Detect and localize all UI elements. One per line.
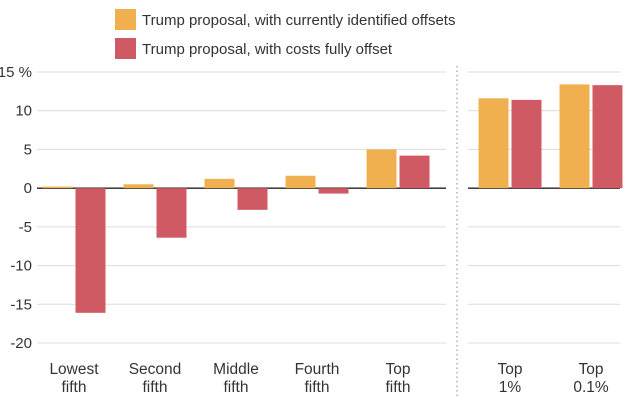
x-tick-label-line2: 1% — [499, 379, 522, 396]
bar-series2-cat5 — [399, 155, 430, 189]
y-tick-label: -5 — [19, 219, 32, 236]
x-tick-label-line2: 0.1% — [573, 379, 609, 396]
x-tick-label-line2: fifth — [305, 379, 330, 396]
y-tick-label: 5 — [24, 141, 32, 158]
x-tick-label-line2: fifth — [386, 379, 411, 396]
y-tick-label: -10 — [10, 258, 32, 275]
bars — [42, 84, 623, 313]
y-tick-label: -15 — [10, 296, 32, 313]
x-tick-label-line1: Middle — [213, 361, 259, 378]
x-tick-label-line2: fifth — [143, 379, 168, 396]
legend-label: Trump proposal, with currently identifie… — [142, 12, 455, 29]
x-axis: LowestfifthSecondfifthMiddlefifthFourthf… — [49, 361, 608, 396]
bar-series2-cat4 — [318, 188, 349, 194]
bar-series1-cat3 — [204, 178, 235, 189]
x-tick-label-line1: Second — [129, 361, 182, 378]
bar-series2-cat3 — [237, 188, 268, 210]
x-tick-label-line1: Lowest — [49, 361, 99, 378]
x-tick-label-line2: fifth — [62, 379, 87, 396]
y-tick-label: 15 % — [0, 64, 32, 81]
y-tick-label: 0 — [24, 180, 32, 197]
bar-series2-cat6 — [511, 99, 542, 189]
legend-label: Trump proposal, with costs fully offset — [142, 41, 393, 58]
bar-series1-cat1 — [42, 186, 73, 189]
legend: Trump proposal, with currently identifie… — [115, 9, 455, 59]
bar-series1-cat6 — [478, 98, 509, 189]
bar-series1-cat7 — [559, 84, 590, 189]
x-tick-label-line1: Top — [498, 361, 523, 378]
legend-swatch — [115, 9, 136, 30]
y-tick-label: 10 — [15, 103, 32, 120]
bar-series2-cat1 — [75, 188, 106, 313]
y-axis: 15 % 10 5 0 -5 -10 -15 -20 — [0, 64, 32, 352]
bar-series2-cat7 — [592, 85, 623, 189]
y-tick-label: -20 — [10, 335, 32, 352]
legend-swatch — [115, 38, 136, 59]
bar-series1-cat4 — [285, 175, 316, 189]
bar-series2-cat2 — [156, 188, 187, 238]
bar-series1-cat2 — [123, 184, 154, 189]
x-tick-label-line1: Top — [386, 361, 411, 378]
x-tick-label-line2: fifth — [224, 379, 249, 396]
bar-series1-cat5 — [366, 149, 397, 189]
x-tick-label-line1: Fourth — [295, 361, 340, 378]
x-tick-label-line1: Top — [579, 361, 604, 378]
